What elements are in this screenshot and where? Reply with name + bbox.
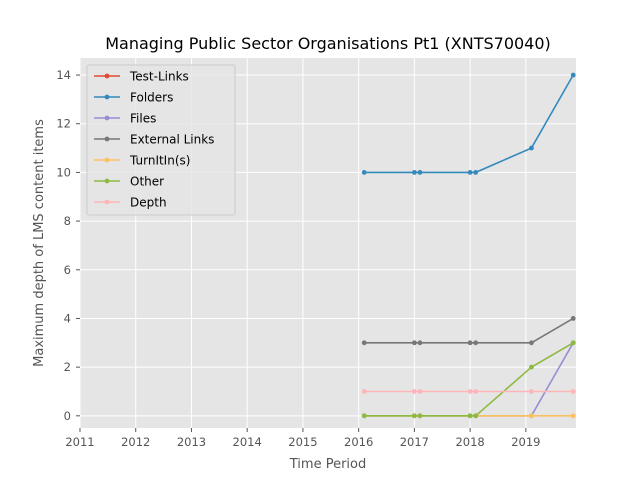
legend-label: Other [130, 175, 164, 189]
data-point [361, 413, 367, 419]
series-5 [361, 340, 576, 419]
y-axis-label: Maximum depth of LMS content items [32, 119, 47, 367]
legend-label: Folders [130, 91, 173, 105]
legend-label: Files [130, 112, 156, 126]
series-6 [361, 389, 576, 394]
data-point [361, 170, 367, 175]
y-tick-label: 12 [56, 117, 71, 131]
data-point [467, 389, 473, 394]
axis-ticks: 2011 2012 2013 2014 2015 2016 2017 2018 2019 0 2 4 6… [56, 68, 540, 449]
x-tick-label: 2011 [65, 435, 94, 449]
data-point [529, 389, 534, 394]
chart-title: Managing Public Sector Organisations Pt1… [105, 34, 551, 53]
x-axis-label: Time Period [289, 457, 366, 472]
legend-label: Depth [130, 196, 167, 210]
x-tick-label: 2018 [455, 435, 484, 449]
x-tick-label: 2014 [233, 435, 262, 449]
data-point [361, 389, 367, 394]
data-point [570, 389, 576, 394]
data-point [473, 170, 479, 175]
x-tick-label: 2015 [288, 435, 317, 449]
data-point [529, 145, 534, 151]
legend-marker [104, 178, 110, 184]
data-point [411, 389, 417, 394]
y-tick-label: 10 [56, 165, 71, 179]
data-point [473, 340, 479, 346]
legend-label: External Links [130, 133, 214, 147]
y-tick-label: 6 [64, 263, 71, 277]
data-point [411, 170, 417, 175]
data-point [473, 389, 479, 394]
data-point [467, 340, 473, 346]
data-point [417, 413, 423, 419]
data-point [417, 170, 423, 175]
x-tick-label: 2017 [400, 435, 429, 449]
data-point [417, 389, 423, 394]
data-point [570, 340, 576, 346]
legend: Test-Links Folders Files External Links Turn… [86, 64, 236, 216]
data-point [529, 413, 534, 419]
legend-box [86, 64, 236, 216]
y-tick-label: 0 [64, 409, 71, 423]
data-point [570, 72, 576, 78]
data-point [417, 340, 423, 346]
y-tick-label: 14 [56, 68, 71, 82]
legend-marker [104, 199, 110, 205]
series-lines [361, 72, 576, 419]
data-point [570, 413, 576, 419]
legend-marker [104, 115, 110, 121]
data-point [570, 316, 576, 321]
legend-label: Test-Links [129, 70, 189, 84]
y-tick-label: 4 [64, 311, 71, 325]
data-point [361, 340, 367, 346]
y-tick-label: 2 [64, 360, 71, 374]
data-point [473, 413, 479, 419]
data-point [529, 340, 534, 346]
x-tick-label: 2016 [344, 435, 373, 449]
legend-marker [104, 157, 110, 163]
data-point [467, 170, 473, 175]
data-point [467, 413, 473, 419]
y-tick-label: 8 [64, 214, 71, 228]
legend-label: TurnItIn(s) [129, 154, 190, 168]
x-tick-label: 2012 [121, 435, 150, 449]
data-point [529, 364, 534, 370]
data-point [411, 340, 417, 346]
series-3 [361, 316, 576, 346]
data-point [411, 413, 417, 419]
legend-marker [104, 136, 110, 142]
x-tick-label: 2019 [511, 435, 540, 449]
x-tick-label: 2013 [177, 435, 206, 449]
legend-marker [104, 94, 110, 100]
series-1 [361, 72, 576, 175]
legend-marker [104, 73, 110, 79]
